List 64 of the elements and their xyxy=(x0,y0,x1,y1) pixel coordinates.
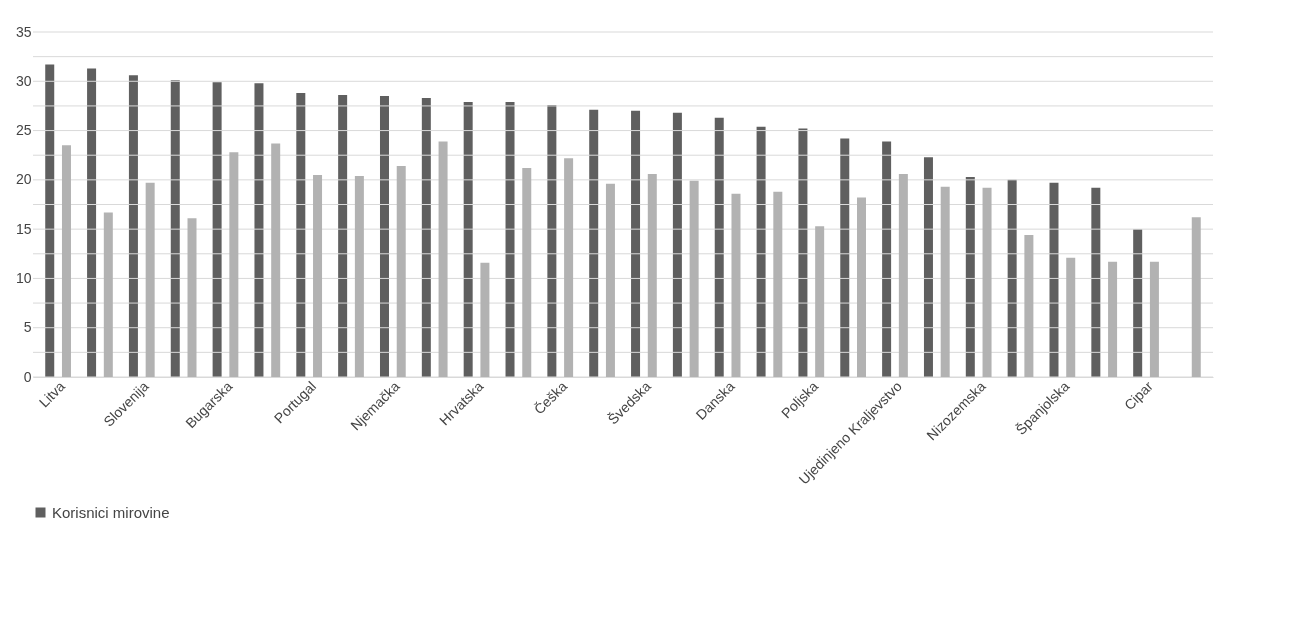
bar xyxy=(798,128,808,377)
bar xyxy=(647,173,657,377)
bar xyxy=(61,145,71,377)
bar xyxy=(1149,261,1159,377)
bar xyxy=(45,64,55,377)
bar xyxy=(882,141,892,377)
bar xyxy=(857,197,867,377)
bar xyxy=(522,168,532,377)
bar xyxy=(1091,187,1101,377)
legend-label: Korisnici mirovine xyxy=(52,503,170,521)
bar xyxy=(1191,217,1201,377)
bar xyxy=(438,141,448,377)
bar xyxy=(547,104,557,377)
bar xyxy=(296,93,306,377)
bar xyxy=(103,212,113,377)
bar xyxy=(672,112,682,377)
bar xyxy=(940,186,950,377)
bar xyxy=(714,117,724,377)
y-tick-label: 20 xyxy=(15,171,32,188)
bar xyxy=(605,183,615,377)
bar xyxy=(421,98,431,377)
y-tick-label: 10 xyxy=(15,269,32,286)
bar xyxy=(229,152,239,377)
bar xyxy=(773,191,783,377)
bar xyxy=(898,173,908,377)
bar xyxy=(480,262,490,377)
bar xyxy=(631,110,641,377)
bar xyxy=(756,126,766,377)
bar xyxy=(379,96,389,377)
y-tick-label: 5 xyxy=(23,319,32,336)
bar xyxy=(1066,257,1076,377)
bar xyxy=(840,138,850,377)
bar xyxy=(923,157,933,377)
bar xyxy=(815,226,825,377)
bar xyxy=(128,75,138,377)
bar xyxy=(396,166,406,377)
bar xyxy=(564,158,574,377)
bar xyxy=(1049,182,1059,377)
bar xyxy=(254,83,264,377)
bar xyxy=(505,101,515,377)
bar xyxy=(1024,235,1034,377)
bar xyxy=(187,218,197,377)
bar xyxy=(1007,179,1017,377)
bar xyxy=(689,180,699,377)
bar xyxy=(731,193,741,377)
bar xyxy=(271,143,281,377)
bar xyxy=(87,68,97,377)
bar xyxy=(313,174,323,377)
bar xyxy=(212,82,222,377)
bar xyxy=(1133,229,1143,377)
y-tick-label: 35 xyxy=(15,23,32,40)
bar xyxy=(965,176,975,377)
bar xyxy=(1108,261,1118,377)
bar xyxy=(354,175,364,377)
y-tick-label: 30 xyxy=(15,72,32,89)
bar xyxy=(589,109,599,377)
bar xyxy=(170,80,180,377)
bar xyxy=(463,101,473,377)
y-tick-label: 0 xyxy=(23,368,32,385)
bar xyxy=(338,95,348,377)
y-tick-label: 15 xyxy=(15,220,32,237)
bar xyxy=(145,182,155,377)
bar xyxy=(982,187,992,377)
y-tick-label: 25 xyxy=(15,122,32,139)
